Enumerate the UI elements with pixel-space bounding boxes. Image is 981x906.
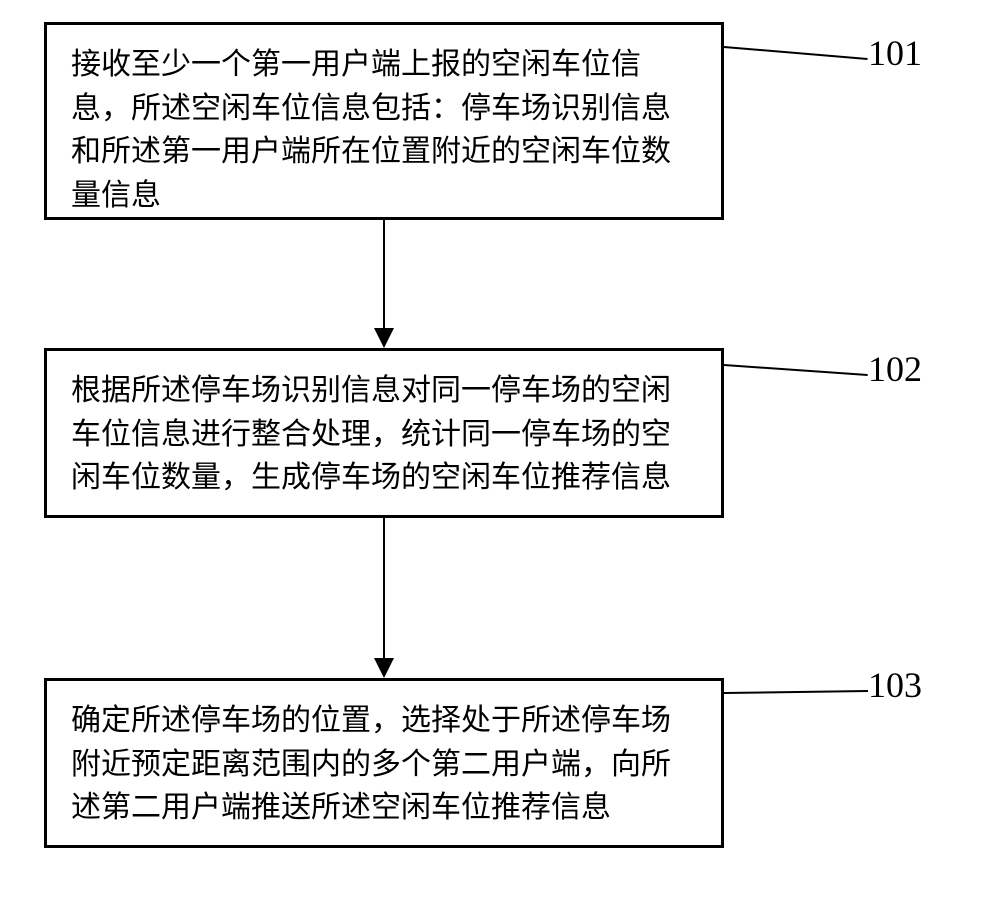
leader-line-102 bbox=[724, 364, 868, 376]
flowchart-step-101: 接收至少一个第一用户端上报的空闲车位信息，所述空闲车位信息包括：停车场识别信息和… bbox=[44, 22, 724, 220]
arrow-line-1 bbox=[383, 518, 385, 658]
leader-line-103 bbox=[724, 690, 868, 694]
leader-line-101 bbox=[724, 46, 868, 60]
step-label-102: 102 bbox=[868, 348, 922, 390]
arrow-line-0 bbox=[383, 220, 385, 328]
arrow-head-0 bbox=[374, 328, 394, 348]
arrow-head-1 bbox=[374, 658, 394, 678]
flowchart-step-102: 根据所述停车场识别信息对同一停车场的空闲车位信息进行整合处理，统计同一停车场的空… bbox=[44, 348, 724, 518]
step-label-101: 101 bbox=[868, 32, 922, 74]
flowchart-step-103: 确定所述停车场的位置，选择处于所述停车场附近预定距离范围内的多个第二用户端，向所… bbox=[44, 678, 724, 848]
step-label-103: 103 bbox=[868, 664, 922, 706]
